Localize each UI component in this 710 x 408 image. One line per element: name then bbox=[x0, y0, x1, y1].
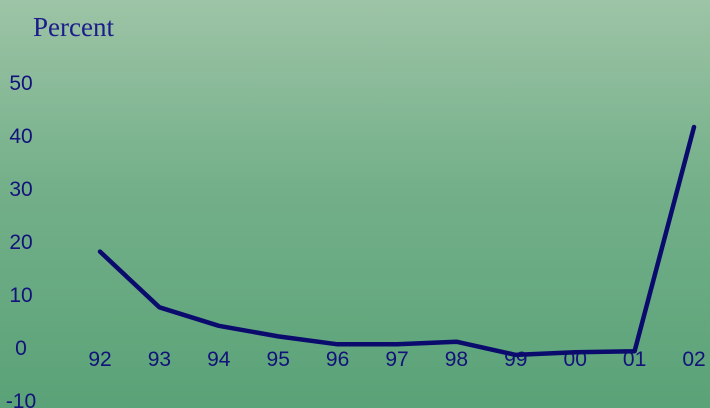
y-tick-label: 20 bbox=[9, 231, 32, 254]
x-tick-label: 93 bbox=[148, 348, 171, 371]
y-tick-label: 10 bbox=[9, 284, 32, 307]
series-group bbox=[97, 124, 697, 358]
y-tick-label: 0 bbox=[15, 337, 27, 360]
x-tick-label: 97 bbox=[385, 348, 408, 371]
y-tick-label: 40 bbox=[9, 125, 32, 148]
series-line bbox=[97, 124, 697, 358]
y-tick-label: 30 bbox=[9, 178, 32, 201]
x-tick-label: 02 bbox=[682, 348, 705, 371]
y-tick-label: -10 bbox=[6, 390, 36, 408]
y-axis-label: Percent bbox=[33, 12, 114, 42]
x-tick-label: 95 bbox=[267, 348, 290, 371]
x-tick-label: 92 bbox=[88, 348, 111, 371]
y-axis-ticks: 50 40 30 20 10 0 -10 bbox=[6, 72, 36, 408]
x-tick-label: 98 bbox=[445, 348, 468, 371]
y-tick-label: 50 bbox=[9, 72, 32, 95]
x-tick-label: 96 bbox=[326, 348, 349, 371]
x-tick-label: 01 bbox=[623, 348, 646, 371]
x-tick-label: 94 bbox=[207, 348, 231, 371]
